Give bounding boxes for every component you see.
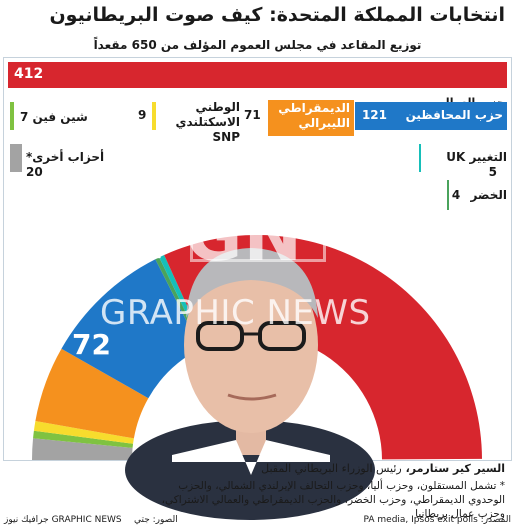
portrait-glasses-right <box>258 321 306 351</box>
reform-label: التغيير UK <box>446 150 507 164</box>
conservative-swatch <box>355 102 507 130</box>
conservative-seat-count: 121 <box>361 108 387 122</box>
labour-arc-label: 412 <box>362 232 421 265</box>
labour-seat-count: 412 <box>14 66 44 82</box>
libdem-arc-label: 72 <box>72 328 111 361</box>
page-title: انتخابات المملكة المتحدة: كيف صوت البريط… <box>49 4 505 26</box>
photo-credit: الصور: جتي <box>134 515 178 525</box>
others-label: أحزاب أخرى <box>32 150 105 164</box>
others-swatch <box>10 144 22 172</box>
conservative-label: حزب المحافظين <box>405 108 503 122</box>
watermark-text: GRAPHIC NEWS <box>100 293 371 333</box>
reform-seat-count: 5 <box>488 165 497 179</box>
portrait-hair <box>186 248 318 318</box>
chart-subtitle: توزيع المقاعد في مجلس العموم المؤلف من 6… <box>93 38 422 52</box>
libdem-seat-count: 71 <box>244 108 261 122</box>
watermark-logo: GN <box>185 195 304 277</box>
snp-label-line1: الوطني <box>195 100 240 114</box>
libdem-swatch <box>268 100 354 136</box>
sinn-fein-swatch <box>10 102 14 130</box>
portrait-glasses-left <box>196 321 244 351</box>
others-arc-segment <box>32 438 133 460</box>
reform-row: التغيير UK 5 <box>425 150 507 180</box>
snp-seat-count: 9 <box>138 108 147 122</box>
conservative-arc-label: 121 <box>104 232 163 265</box>
others-seat-count: 20 <box>26 165 43 179</box>
watermark-box <box>190 198 326 262</box>
others-row: أحزاب أخرى* 20 <box>26 150 116 180</box>
libdem-label-line2: الليبرالي <box>298 116 350 130</box>
reform-swatch <box>419 144 421 172</box>
sinn-fein-row: شين فين 7 <box>20 110 100 125</box>
caption-person: السير كير ستارمر، <box>405 462 505 475</box>
portrait-mouth <box>227 393 277 401</box>
green-row: الخضر 4 <box>451 188 507 203</box>
libdem-label-line1: الديمقراطي <box>278 101 350 115</box>
portrait-face <box>184 257 318 433</box>
snp-label-line2: الاسكتلندي <box>175 115 240 129</box>
green-seat-count: 4 <box>451 188 461 202</box>
snp-label-line3: SNP <box>212 130 240 144</box>
labour-seat-bar: 412 <box>8 62 507 88</box>
snp-arc-segment <box>33 421 134 444</box>
photo-caption: السير كير ستارمر، رئيس الوزراء البريطاني… <box>261 462 505 475</box>
snp-label: الوطني الاسكتلندي SNP <box>160 100 240 145</box>
green-label: الخضر <box>470 188 507 202</box>
conservative-arc-segment <box>61 259 201 399</box>
libdem-arc-segment <box>35 348 149 439</box>
green-swatch <box>447 180 449 210</box>
footnote: * تشمل المستقلون، وحزب أليا، وحزب التحال… <box>161 480 505 520</box>
footer: المصدر: PA media, Ipsos exit polls الصور… <box>4 515 511 529</box>
others-marker: * <box>26 150 33 164</box>
source-credit: المصدر: PA media, Ipsos exit polls <box>363 515 511 525</box>
sinn-fein-label: شين فين <box>32 110 88 124</box>
sinn-fein-arc-segment <box>33 430 134 448</box>
sinn-fein-seat-count: 7 <box>20 110 29 124</box>
libdem-label: الديمقراطي الليبرالي <box>274 101 350 131</box>
caption-role: رئيس الوزراء البريطاني المقبل <box>261 462 402 475</box>
portrait-collar <box>172 440 330 475</box>
snp-swatch <box>152 102 156 130</box>
brand-credit: GRAPHIC NEWS جرافيك نيوز <box>4 515 122 525</box>
